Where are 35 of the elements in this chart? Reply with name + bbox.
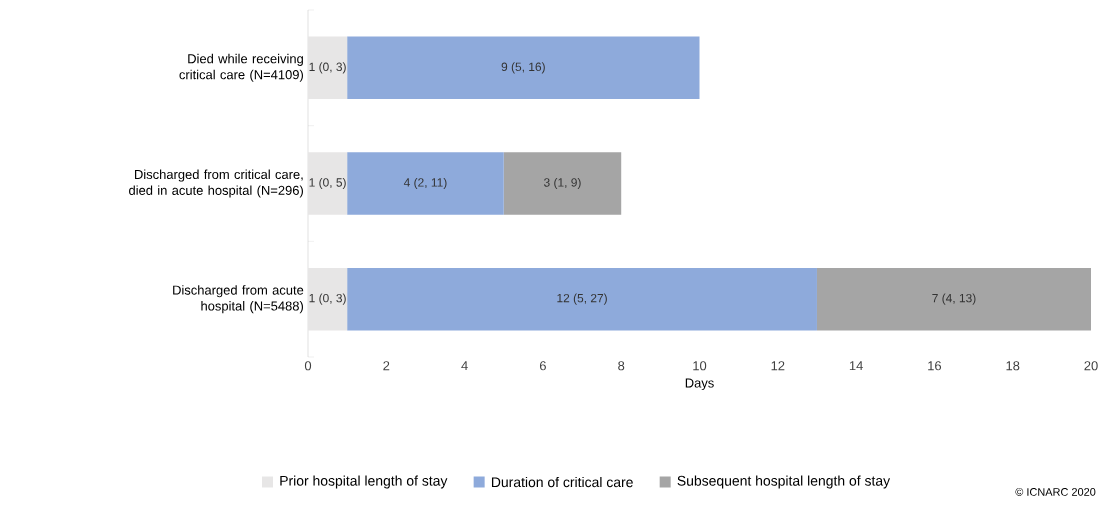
x-tick-label: 18 — [1006, 361, 1020, 371]
x-tick-label: 6 — [539, 361, 546, 371]
y-tick-label: Discharged from acute hospital (N=5488) — [173, 285, 304, 314]
y-tick-label: Died while receiving critical care (N=4109) — [179, 53, 303, 82]
x-tick-label: 16 — [928, 361, 942, 371]
data-label: 1 (0, 5) — [309, 177, 346, 190]
legend-label: Duration of critical care — [491, 476, 633, 488]
bar — [308, 36, 348, 100]
x-tick-label: 8 — [618, 361, 625, 371]
data-label: 7 (4, 13) — [932, 293, 976, 305]
bar — [308, 267, 348, 331]
data-label: 4 (2, 11) — [403, 177, 447, 190]
bar — [347, 36, 700, 100]
bar — [308, 152, 348, 215]
x-tick-label: 12 — [771, 361, 785, 371]
bar — [347, 152, 504, 215]
bar — [816, 267, 1092, 331]
x-tick-label: 14 — [849, 361, 863, 371]
bar — [503, 152, 622, 215]
text: © ICNARC 2020 — [1015, 488, 1096, 496]
data-label: 3 (1, 9) — [544, 177, 581, 190]
data-label: 9 (5, 16) — [501, 62, 545, 74]
x-tick-label: 4 — [461, 361, 468, 371]
x-tick-label: 0 — [304, 361, 312, 371]
data-label: 12 (5, 27) — [557, 293, 607, 305]
x-tick-label: 20 — [1084, 361, 1098, 371]
bar — [347, 267, 817, 331]
legend-label: Subsequent hospital length of stay — [677, 475, 891, 489]
x-tick-label: 2 — [383, 361, 390, 371]
x-tick-label: 10 — [693, 361, 707, 371]
data-label: 1 (0, 3) — [309, 293, 346, 305]
data-label: 1 (0, 3) — [309, 62, 346, 74]
x-axis-title: Days — [685, 378, 714, 391]
y-tick-label: Discharged from critical care, died in acute hospital (N=296) — [129, 169, 303, 198]
legend-label: Prior hospital length of stay — [280, 475, 448, 489]
